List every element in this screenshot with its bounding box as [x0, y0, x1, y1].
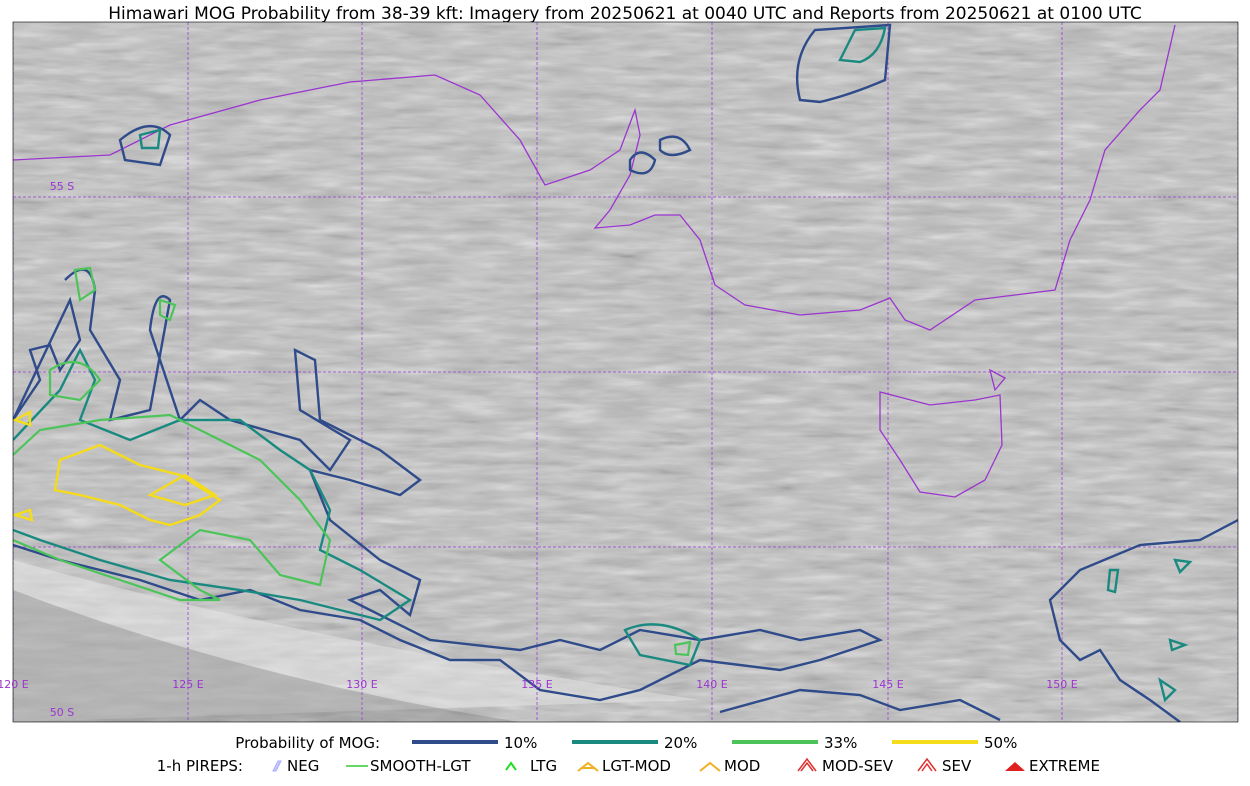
legend-label: MOD: [724, 757, 760, 775]
lon-label: 125 E: [172, 678, 203, 691]
lat-label: 55 S: [50, 180, 74, 193]
legend-symbol: [272, 760, 282, 772]
legend-label: SEV: [942, 757, 972, 775]
legend-label: 10%: [504, 734, 537, 752]
map-frame: [12, 21, 1239, 723]
legend-symbol: [1005, 762, 1025, 771]
legend-title: Probability of MOG:: [235, 734, 380, 752]
legend-label: MOD-SEV: [822, 757, 894, 775]
lon-label: 135 E: [521, 678, 552, 691]
legend: Probability of MOG: 1-h PIREPS: 10% 20% 33…: [157, 734, 1100, 775]
legend-label: LGT-MOD: [602, 757, 671, 775]
dark-band: [13, 590, 520, 722]
legend-label: SMOOTH-LGT: [370, 757, 471, 775]
lon-label: 145 E: [872, 678, 903, 691]
legend-label: LTG: [530, 757, 557, 775]
grid: [13, 22, 1238, 722]
title: Himawari MOG Probability from 38-39 kft:…: [108, 4, 1142, 24]
legend-label: 33%: [824, 734, 857, 752]
lon-label: 120 E: [0, 678, 29, 691]
lon-label: 130 E: [346, 678, 377, 691]
legend-label: 50%: [984, 734, 1017, 752]
legend-symbol: [699, 761, 721, 772]
contours: [13, 23, 1238, 722]
lon-label: 150 E: [1046, 678, 1077, 691]
legend-symbol: [797, 757, 817, 772]
legend-label: NEG: [287, 757, 319, 775]
map: [13, 22, 1238, 722]
grid-labels: 55 S 50 S 120 E 125 E 130 E 135 E 140 E …: [0, 180, 1078, 719]
lon-label: 140 E: [696, 678, 727, 691]
legend-symbol: [917, 757, 937, 772]
coastline: [13, 24, 1176, 498]
legend-title: 1-h PIREPS:: [157, 757, 243, 775]
legend-symbol: [577, 761, 599, 772]
lat-label: 50 S: [50, 706, 74, 719]
legend-label: 20%: [664, 734, 697, 752]
legend-label: EXTREME: [1029, 757, 1100, 775]
legend-symbol: [505, 761, 517, 771]
